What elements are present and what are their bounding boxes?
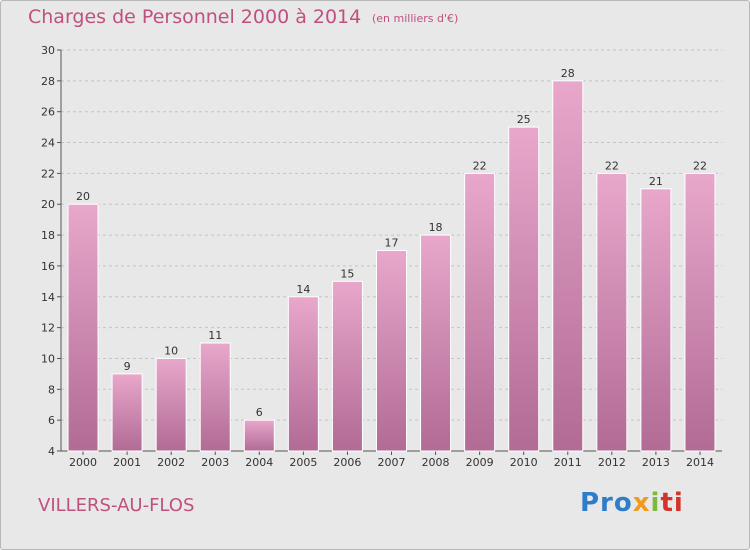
bar-value-label: 11 (208, 329, 222, 342)
chart-subtitle: (en milliers d'€) (372, 12, 459, 25)
bar-value-label: 6 (256, 406, 263, 419)
chart-title: Charges de Personnel 2000 à 2014 (28, 6, 362, 28)
logo-part: i (650, 488, 661, 518)
bar (287, 296, 319, 452)
y-tick-label: 6 (48, 414, 55, 427)
bar-value-label: 10 (164, 344, 178, 357)
bar (508, 126, 540, 452)
bar (111, 373, 143, 452)
bar-value-label: 21 (649, 175, 663, 188)
y-tick-label: 18 (41, 229, 55, 242)
x-tick-label: 2004 (245, 456, 273, 469)
y-tick-label: 30 (41, 44, 55, 57)
y-tick-label: 16 (41, 260, 55, 273)
y-tick-label: 22 (41, 167, 55, 180)
data-labels: 20 9 10 11 6 14 15 17 18 22 25 28 22 21 22 (76, 67, 707, 419)
bar (199, 342, 231, 452)
bars (67, 80, 716, 452)
x-tick-labels: 2000 2001 2002 2003 2004 2005 2006 2007 2008 2009… (69, 456, 714, 469)
y-tick-label: 26 (41, 106, 55, 119)
bar-value-label: 9 (124, 360, 131, 373)
bar-value-label: 22 (473, 159, 487, 172)
y-tick-label: 20 (41, 198, 55, 211)
bar (420, 234, 452, 452)
bar-value-label: 25 (517, 113, 531, 126)
y-tick-label: 8 (48, 383, 55, 396)
x-tick-label: 2005 (289, 456, 317, 469)
bar-value-label: 18 (429, 221, 443, 234)
y-tick-label: 12 (41, 322, 55, 335)
x-tick-label: 2014 (686, 456, 714, 469)
logo-part: Pro (580, 488, 633, 518)
bar (640, 188, 672, 452)
x-tick-label: 2008 (422, 456, 450, 469)
bar-value-label: 22 (693, 159, 707, 172)
bar (464, 172, 496, 452)
bar (684, 172, 716, 452)
x-tick-label: 2013 (642, 456, 670, 469)
x-tick-label: 2012 (598, 456, 626, 469)
bar (67, 203, 99, 452)
logo-part: ti (660, 488, 684, 518)
bar (552, 80, 584, 452)
proxiti-logo: Proxiti (580, 488, 684, 518)
x-tick-label: 2011 (554, 456, 582, 469)
bar-value-label: 20 (76, 190, 90, 203)
bar (331, 280, 363, 452)
x-tick-label: 2001 (113, 456, 141, 469)
bar (376, 250, 407, 452)
bar-value-label: 28 (561, 67, 575, 80)
y-tick-labels: 4 6 8 10 12 14 16 18 20 22 24 26 28 30 (41, 44, 55, 458)
bar-value-label: 22 (605, 159, 619, 172)
y-tick-label: 4 (48, 445, 55, 458)
bar-value-label: 14 (296, 283, 310, 296)
x-tick-label: 2000 (69, 456, 97, 469)
x-tick-label: 2002 (157, 456, 185, 469)
x-tick-label: 2007 (378, 456, 406, 469)
bar-value-label: 15 (340, 267, 354, 280)
bar (243, 419, 275, 452)
y-tick-label: 24 (41, 137, 55, 150)
bar-value-label: 17 (385, 237, 399, 250)
x-tick-label: 2009 (466, 456, 494, 469)
x-tick-label: 2006 (333, 456, 361, 469)
bar (596, 172, 628, 452)
place-name: VILLERS-AU-FLOS (38, 495, 195, 516)
x-tick-label: 2003 (201, 456, 229, 469)
y-tick-label: 14 (41, 291, 55, 304)
x-tick-label: 2010 (510, 456, 538, 469)
logo-part: x (632, 488, 651, 518)
bar (155, 357, 187, 452)
y-tick-label: 10 (41, 352, 55, 365)
y-tick-label: 28 (41, 75, 55, 88)
